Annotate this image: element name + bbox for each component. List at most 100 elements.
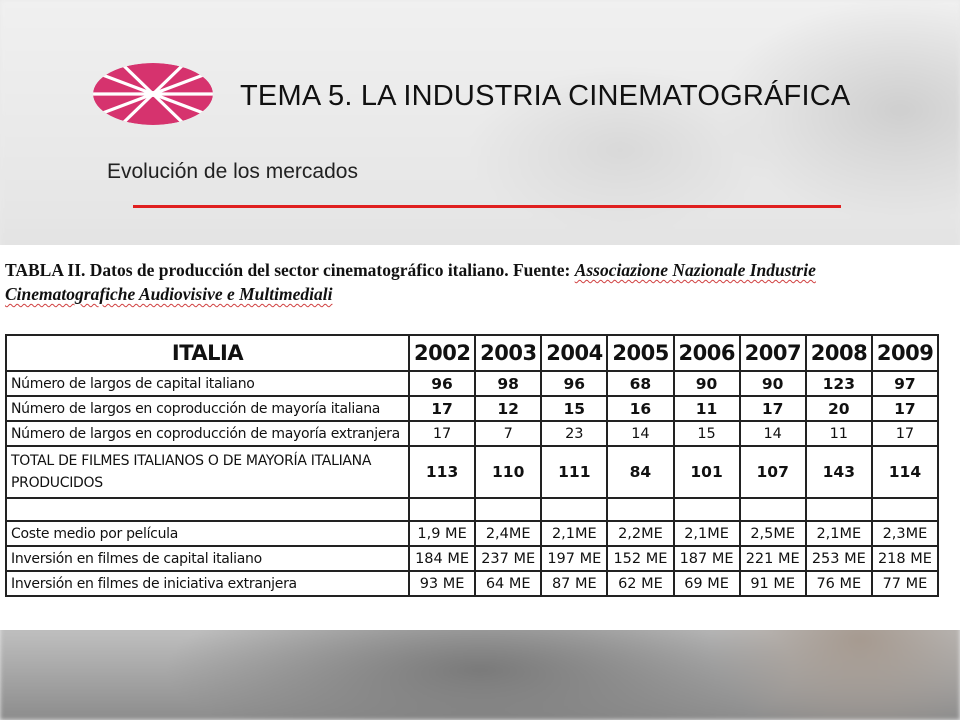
table-cell: 77 ME	[870, 570, 940, 597]
caption-source: Associazione Nazionale Industrie Cinemat…	[5, 260, 816, 304]
table-cell: 11	[672, 395, 741, 422]
table-cell: 221 ME	[738, 545, 807, 572]
table-cell: 96	[540, 370, 609, 397]
table-cell: 90	[672, 370, 741, 397]
table-cell: 15	[540, 395, 609, 422]
table-cell	[738, 497, 807, 522]
table-caption: TABLA II. Datos de producción del sector…	[5, 258, 935, 306]
table-cell: 110	[474, 445, 543, 499]
table-cell: 17	[738, 395, 807, 422]
table-cell	[407, 497, 477, 522]
title-divider	[133, 205, 841, 208]
table-cell: 218 ME	[870, 545, 940, 572]
university-logo-icon	[93, 63, 213, 125]
production-table: ITALIA 2002 2003 2004 2005 2006 2007 200…	[5, 334, 940, 597]
table-cell: 97	[870, 370, 940, 397]
table-row: Inversión en filmes de iniciativa extran…	[5, 570, 940, 597]
table-cell: 2,3ME	[870, 520, 940, 547]
table-cell: 91 ME	[738, 570, 807, 597]
table-cell: 237 ME	[474, 545, 543, 572]
header-year: 2005	[606, 334, 675, 372]
slide-subtitle: Evolución de los mercados	[107, 160, 358, 183]
table-row: Número de largos de capital italiano 96 …	[5, 370, 940, 397]
table-cell: 90	[738, 370, 807, 397]
table-cell: 113	[407, 445, 477, 499]
table-cell: 184 ME	[407, 545, 477, 572]
table-cell: 87 ME	[540, 570, 609, 597]
table-cell: 7	[474, 420, 543, 447]
table-cell: 76 ME	[804, 570, 873, 597]
slide-title: TEMA 5. LA INDUSTRIA CINEMATOGRÁFICA	[240, 80, 851, 112]
caption-prefix: TABLA II. Datos de producción del sector…	[5, 260, 575, 280]
table-cell: 2,4ME	[474, 520, 543, 547]
row-label: Número de largos de capital italiano	[5, 370, 410, 397]
table-cell: 68	[606, 370, 675, 397]
table-cell: 2,2ME	[606, 520, 675, 547]
row-label	[5, 497, 410, 522]
table-cell: 2,1ME	[540, 520, 609, 547]
table-cell: 14	[738, 420, 807, 447]
table-cell: 2,5ME	[738, 520, 807, 547]
table-cell: 253 ME	[804, 545, 873, 572]
row-label: Inversión en filmes de capital italiano	[5, 545, 410, 572]
table-cell: 17	[870, 420, 940, 447]
table-cell: 98	[474, 370, 543, 397]
table-row-empty	[5, 497, 940, 522]
row-label: Inversión en filmes de iniciativa extran…	[5, 570, 410, 597]
table-cell: 114	[870, 445, 940, 499]
table-row: Inversión en filmes de capital italiano …	[5, 545, 940, 572]
header-year: 2008	[804, 334, 873, 372]
header-corner: ITALIA	[5, 334, 410, 372]
table-cell: 23	[540, 420, 609, 447]
table-cell: 14	[606, 420, 675, 447]
table-cell	[606, 497, 675, 522]
table-cell: 2,1ME	[672, 520, 741, 547]
row-label: TOTAL DE FILMES ITALIANOS O DE MAYORÍA I…	[5, 445, 410, 499]
header-year: 2007	[738, 334, 807, 372]
table-cell: 152 ME	[606, 545, 675, 572]
table-cell: 69 ME	[672, 570, 741, 597]
table-cell: 101	[672, 445, 741, 499]
row-label: Número de largos en coproducción de mayo…	[5, 420, 410, 447]
row-label: Coste medio por película	[5, 520, 410, 547]
table-cell	[804, 497, 873, 522]
table-cell: 17	[407, 420, 477, 447]
table-cell: 107	[738, 445, 807, 499]
table-cell: 123	[804, 370, 873, 397]
slide-header: TEMA 5. LA INDUSTRIA CINEMATOGRÁFICA Evo…	[0, 0, 960, 245]
table-cell: 111	[540, 445, 609, 499]
header-year: 2002	[407, 334, 477, 372]
header-year: 2006	[672, 334, 741, 372]
table-cell: 1,9 ME	[407, 520, 477, 547]
table-image-panel: TABLA II. Datos de producción del sector…	[0, 245, 960, 630]
table-cell: 2,1ME	[804, 520, 873, 547]
table-cell: 96	[407, 370, 477, 397]
table-cell: 93 ME	[407, 570, 477, 597]
table-cell: 17	[870, 395, 940, 422]
row-label: Número de largos en coproducción de mayo…	[5, 395, 410, 422]
table-row: Número de largos en coproducción de mayo…	[5, 395, 940, 422]
table-cell: 62 ME	[606, 570, 675, 597]
table-cell	[870, 497, 940, 522]
table-cell: 197 ME	[540, 545, 609, 572]
table-cell: 12	[474, 395, 543, 422]
table-cell: 64 ME	[474, 570, 543, 597]
table-row: Número de largos en coproducción de mayo…	[5, 420, 940, 447]
table-cell: 143	[804, 445, 873, 499]
table-cell: 84	[606, 445, 675, 499]
table-cell	[672, 497, 741, 522]
table-cell: 15	[672, 420, 741, 447]
header-year: 2009	[870, 334, 940, 372]
table-cell	[474, 497, 543, 522]
table-cell: 187 ME	[672, 545, 741, 572]
table-cell	[540, 497, 609, 522]
table-cell: 17	[407, 395, 477, 422]
table-cell: 11	[804, 420, 873, 447]
table-header-row: ITALIA 2002 2003 2004 2005 2006 2007 200…	[5, 334, 940, 372]
header-year: 2004	[540, 334, 609, 372]
table-row-total: TOTAL DE FILMES ITALIANOS O DE MAYORÍA I…	[5, 445, 940, 499]
header-year: 2003	[474, 334, 543, 372]
table-cell: 16	[606, 395, 675, 422]
table-row: Coste medio por película 1,9 ME 2,4ME 2,…	[5, 520, 940, 547]
table-cell: 20	[804, 395, 873, 422]
